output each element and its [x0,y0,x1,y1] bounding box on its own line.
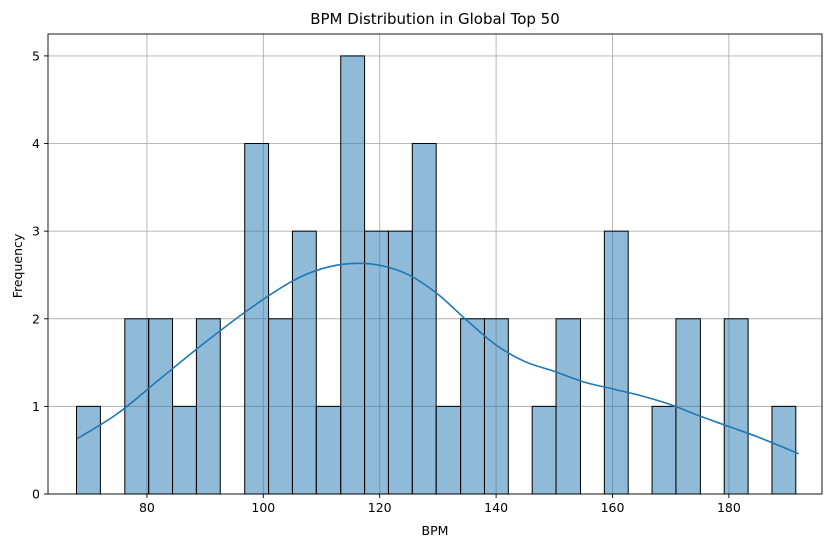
y-tick-label: 4 [32,136,40,151]
y-tick-label: 5 [32,48,40,63]
y-tick-label: 2 [32,311,40,326]
histogram-bar [435,405,462,495]
kde-curve-group [76,262,800,455]
histogram-bar [315,405,342,495]
histogram-bar [124,318,150,495]
x-tick-label: 100 [251,500,275,515]
histogram-bar [603,230,629,495]
histogram-bars [76,55,797,495]
histogram-bar [651,405,677,495]
axis-ticks: 80 100 120 140 160 180 0 1 2 3 4 5 [32,48,741,515]
histogram-bar [76,405,101,495]
histogram-bar [675,318,701,495]
histogram-bar [291,230,317,495]
histogram-bar [411,143,437,495]
histogram-bar [531,405,557,495]
plot-frame [47,33,823,495]
histogram-bar [555,318,581,495]
histogram-bar [195,318,221,495]
x-axis-label: BPM [422,523,449,538]
x-tick-label: 180 [717,500,741,515]
y-tick-label: 1 [32,399,40,414]
y-axis-label: Frequency [10,233,25,298]
x-tick-label: 140 [484,500,508,515]
y-tick-label: 0 [32,487,40,502]
histogram-bar [172,405,197,495]
histogram-bar [244,143,270,495]
histogram-bar [364,230,389,495]
y-tick-label: 3 [32,224,40,239]
histogram-bar [460,318,485,495]
kde-curve [76,262,800,455]
histogram-bar [723,318,749,495]
histogram-bar [148,318,174,495]
histogram-bar [340,55,366,495]
chart-title: BPM Distribution in Global Top 50 [310,10,560,28]
histogram-bar [268,318,293,495]
x-tick-label: 120 [368,500,392,515]
x-tick-label: 80 [139,500,155,515]
x-tick-label: 160 [601,500,625,515]
